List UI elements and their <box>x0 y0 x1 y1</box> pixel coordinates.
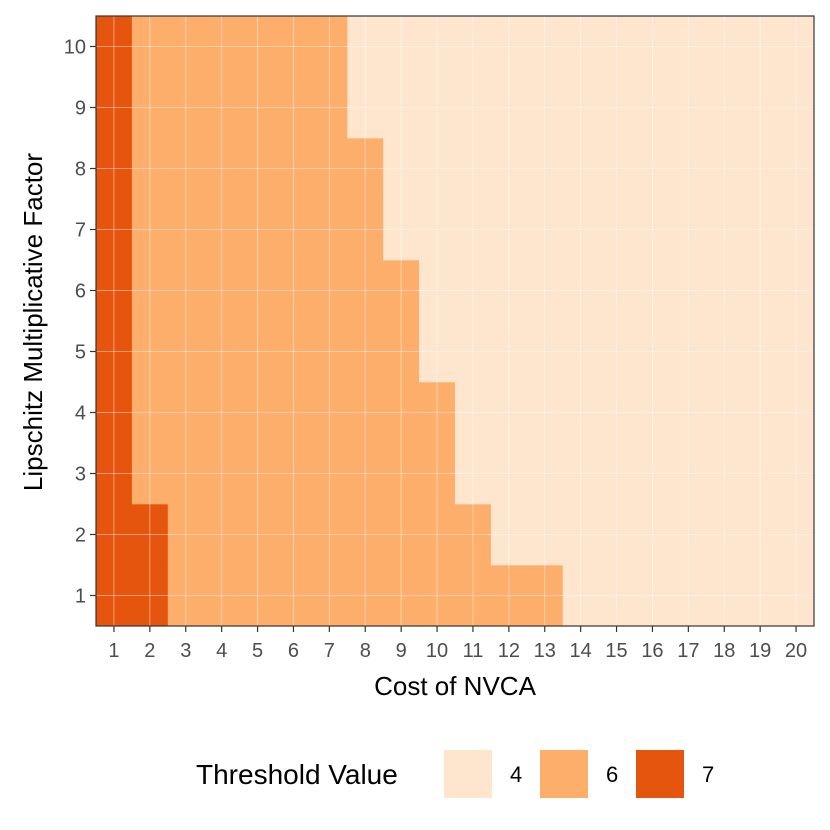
legend-label-7: 7 <box>702 762 714 787</box>
y-tick-label: 5 <box>75 342 86 364</box>
y-tick-label: 6 <box>75 281 86 303</box>
legend-key-6 <box>540 750 588 798</box>
x-tick-label: 20 <box>785 640 807 662</box>
x-tick-label: 17 <box>677 640 699 662</box>
y-tick-label: 1 <box>75 586 86 608</box>
x-tick-label: 11 <box>463 640 484 662</box>
x-tick-label: 12 <box>498 640 520 662</box>
x-tick-label: 1 <box>108 640 119 662</box>
legend: Threshold Value 4 6 7 <box>196 750 714 798</box>
legend-title: Threshold Value <box>196 759 398 790</box>
x-tick-label: 2 <box>144 640 155 662</box>
x-tick-label: 6 <box>288 640 299 662</box>
y-tick-label: 8 <box>75 159 86 181</box>
y-tick-label: 7 <box>75 220 86 242</box>
y-tick-label: 9 <box>75 98 86 120</box>
legend-label-6: 6 <box>606 762 618 787</box>
x-tick-label: 9 <box>396 640 407 662</box>
x-tick-label: 18 <box>713 640 735 662</box>
legend-key-4 <box>444 750 492 798</box>
y-axis-title: Lipschitz Multiplicative Factor <box>18 153 48 491</box>
y-tick-label: 2 <box>75 525 86 547</box>
x-tick-label: 4 <box>216 640 227 662</box>
x-tick-label: 10 <box>426 640 448 662</box>
plot-panel-border <box>95 15 815 627</box>
y-tick-label: 10 <box>64 37 86 59</box>
x-axis-title: Cost of NVCA <box>374 671 536 701</box>
y-axis: 1 2 3 4 5 6 7 8 9 10 <box>64 37 96 608</box>
y-tick-label: 3 <box>75 464 86 486</box>
y-tick-label: 4 <box>75 403 86 425</box>
x-axis: 1 2 3 4 5 6 7 8 9 10 11 12 13 14 15 16 17 18 19 20 <box>108 626 807 662</box>
x-tick-label: 3 <box>180 640 191 662</box>
x-tick-label: 16 <box>641 640 663 662</box>
x-tick-label: 19 <box>749 640 771 662</box>
x-tick-label: 15 <box>605 640 627 662</box>
x-tick-label: 7 <box>324 640 335 662</box>
x-tick-label: 5 <box>252 640 263 662</box>
x-tick-label: 13 <box>534 640 556 662</box>
grid-lines <box>96 16 814 626</box>
x-tick-label: 14 <box>570 640 592 662</box>
x-tick-label: 8 <box>360 640 371 662</box>
legend-key-7 <box>636 750 684 798</box>
legend-label-4: 4 <box>510 762 522 787</box>
